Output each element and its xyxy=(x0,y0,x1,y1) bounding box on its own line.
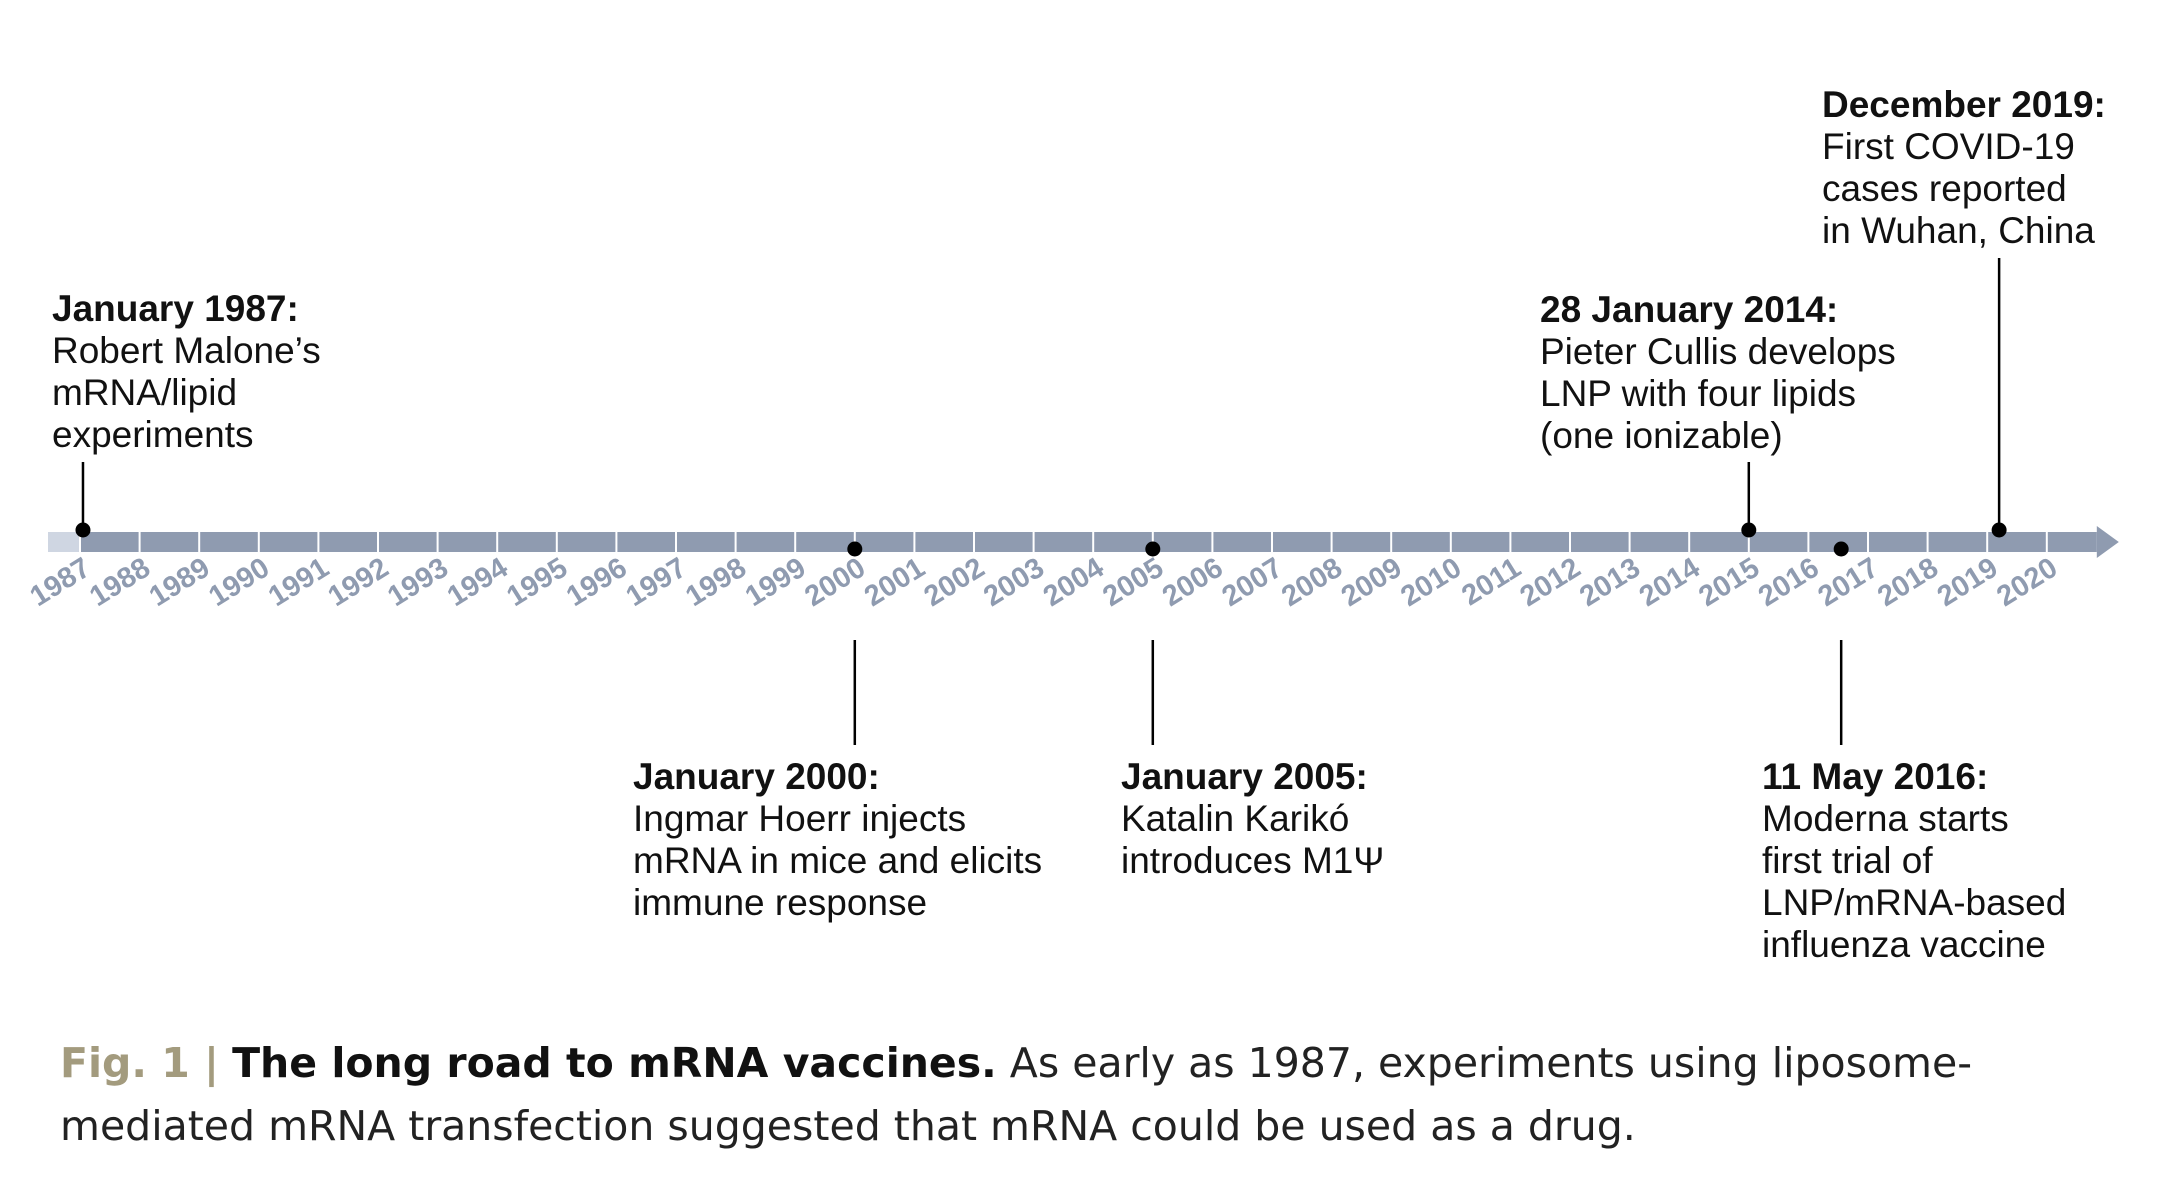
event-2000: January 2000: Ingmar Hoerr injects mRNA … xyxy=(633,756,1042,924)
year-label-1988: 1988 xyxy=(84,552,156,613)
event-2019: December 2019: First COVID-19 cases repo… xyxy=(1822,84,2106,252)
year-label-2005: 2005 xyxy=(1097,552,1169,613)
year-label-2013: 2013 xyxy=(1574,552,1646,613)
event-2005-date: January 2005: xyxy=(1121,756,1368,797)
year-label-1998: 1998 xyxy=(680,552,752,613)
year-label-2012: 2012 xyxy=(1515,552,1587,613)
year-label-2018: 2018 xyxy=(1872,552,1944,613)
year-label-2008: 2008 xyxy=(1276,552,1348,613)
year-label-2020: 2020 xyxy=(1991,552,2063,613)
figure-caption-text: As early as 1987, experiments using lipo… xyxy=(60,1039,1972,1150)
event-2014-date: 28 January 2014: xyxy=(1540,289,1839,330)
year-label-2011: 2011 xyxy=(1456,552,1526,612)
year-label-2001: 2001 xyxy=(859,552,931,613)
event-2019-description: First COVID-19 cases reported in Wuhan, … xyxy=(1822,126,2095,251)
figure-label: Fig. 1 | xyxy=(60,1039,220,1087)
event-2014-description: Pieter Cullis develops LNP with four lip… xyxy=(1540,331,1896,456)
event-2000-date: January 2000: xyxy=(633,756,880,797)
year-label-2000: 2000 xyxy=(799,552,871,613)
figure-title: The long road to mRNA vaccines. xyxy=(232,1039,997,1087)
year-label-2004: 2004 xyxy=(1038,552,1110,613)
year-label-2010: 2010 xyxy=(1395,552,1467,613)
event-2000-description: Ingmar Hoerr injects mRNA in mice and el… xyxy=(633,798,1043,923)
year-label-2002: 2002 xyxy=(919,552,991,613)
year-label-2003: 2003 xyxy=(978,552,1050,613)
year-label-2017: 2017 xyxy=(1813,552,1885,613)
timeline-bar-start xyxy=(48,532,80,552)
year-label-1991: 1991 xyxy=(263,552,335,613)
figure-caption: Fig. 1 | The long road to mRNA vaccines.… xyxy=(60,1032,2120,1158)
year-label-1999: 1999 xyxy=(740,552,812,613)
year-label-2006: 2006 xyxy=(1157,552,1229,613)
event-1987: January 1987: Robert Malone’s mRNA/lipid… xyxy=(52,288,321,456)
event-2005: January 2005: Katalin Karikó introduces … xyxy=(1121,756,1384,882)
year-label-1989: 1989 xyxy=(144,552,216,613)
event-2005-description: Katalin Karikó introduces M1Ψ xyxy=(1121,798,1385,881)
year-label-1994: 1994 xyxy=(442,552,514,613)
year-label-1990: 1990 xyxy=(203,552,275,613)
marker-2016 xyxy=(1833,541,1849,557)
year-label-1997: 1997 xyxy=(621,552,693,613)
year-label-2015: 2015 xyxy=(1693,552,1765,613)
event-2016: 11 May 2016: Moderna starts first trial … xyxy=(1762,756,2066,966)
year-label-2007: 2007 xyxy=(1217,552,1289,613)
marker-2014 xyxy=(1741,522,1757,538)
marker-1987 xyxy=(75,522,91,538)
year-label-1993: 1993 xyxy=(382,552,454,613)
year-label-1995: 1995 xyxy=(501,552,573,613)
event-1987-date: January 1987: xyxy=(52,288,299,329)
year-label-1996: 1996 xyxy=(561,552,633,613)
event-2016-date: 11 May 2016: xyxy=(1762,756,1989,797)
year-label-1987: 1987 xyxy=(25,552,97,613)
event-2019-date: December 2019: xyxy=(1822,84,2106,125)
year-label-2014: 2014 xyxy=(1634,552,1706,613)
event-2016-description: Moderna starts first trial of LNP/mRNA-b… xyxy=(1762,798,2067,965)
year-label-2019: 2019 xyxy=(1932,552,2004,613)
timeline-bar xyxy=(80,532,2097,552)
marker-2000 xyxy=(847,541,863,557)
year-label-2016: 2016 xyxy=(1753,552,1825,613)
timeline-arrow-icon xyxy=(2096,526,2119,558)
marker-2005 xyxy=(1145,541,1161,557)
year-label-2009: 2009 xyxy=(1336,552,1408,613)
marker-2019 xyxy=(1991,522,2007,538)
event-1987-description: Robert Malone’s mRNA/lipid experiments xyxy=(52,330,321,455)
event-2014: 28 January 2014: Pieter Cullis develops … xyxy=(1540,289,1896,457)
year-label-1992: 1992 xyxy=(323,552,395,613)
